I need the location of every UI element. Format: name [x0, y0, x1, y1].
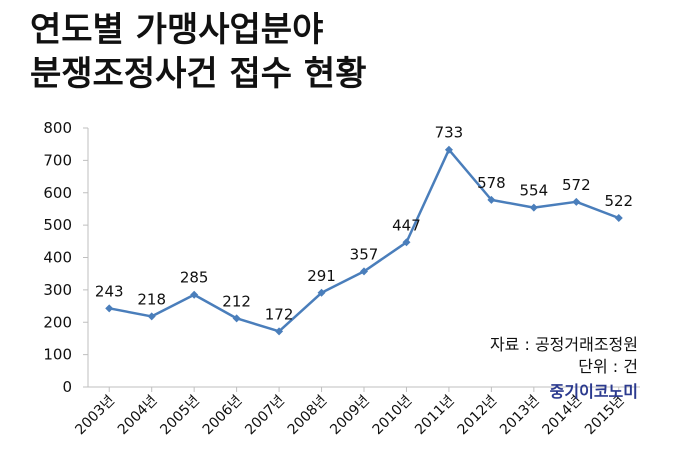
data-point-marker: [317, 288, 326, 297]
x-tick-label: 2013년: [497, 393, 543, 439]
data-label: 572: [562, 176, 591, 194]
chart-title-line1: 연도별 가맹사업분야: [30, 10, 324, 50]
y-tick-label: 200: [43, 313, 72, 331]
x-tick-label: 2011년: [412, 393, 458, 439]
chart-title: 연도별 가맹사업분야 분쟁조정사건 접수 현황: [30, 8, 366, 96]
series-line: [108, 148, 620, 333]
data-label: 733: [435, 124, 464, 142]
x-tick-label: 2009년: [327, 393, 373, 439]
source-note: 자료 : 공정거래조정원 단위 : 건: [490, 334, 638, 378]
y-tick-label: 500: [43, 216, 72, 234]
data-point-marker: [105, 304, 114, 313]
x-tick-label: 2005년: [157, 393, 203, 439]
data-label: 447: [392, 216, 421, 234]
data-label: 291: [307, 267, 336, 285]
data-point-marker: [444, 145, 453, 154]
x-tick-label: 2010년: [370, 393, 416, 439]
data-label: 243: [95, 282, 124, 300]
y-tick-label: 800: [43, 119, 72, 137]
source-text: 자료 : 공정거래조정원: [489, 335, 638, 354]
y-tick-label: 100: [43, 346, 72, 364]
publisher-logo: 중기이코노미: [549, 382, 638, 401]
data-point-marker: [614, 214, 623, 223]
data-label: 357: [350, 245, 379, 263]
unit-text: 단위 : 건: [578, 357, 638, 376]
data-label: 218: [137, 290, 166, 308]
data-point-marker: [275, 327, 284, 336]
x-tick-label: 2008년: [285, 393, 331, 439]
x-tick-label: 2003년: [72, 393, 118, 439]
data-point-marker: [572, 197, 581, 206]
data-label: 285: [180, 269, 209, 287]
data-point-marker: [190, 290, 199, 299]
y-tick-label: 700: [43, 151, 72, 169]
x-tick-label: 2012년: [455, 393, 501, 439]
y-tick-label: 0: [62, 378, 72, 396]
data-point-marker: [402, 238, 411, 247]
y-tick-label: 400: [43, 249, 72, 267]
data-label: 554: [520, 182, 549, 200]
data-point-marker: [147, 312, 156, 321]
x-tick-label: 2004년: [115, 393, 161, 439]
data-point-marker: [529, 203, 538, 212]
x-tick-label: 2006년: [200, 393, 246, 439]
data-label: 578: [477, 174, 506, 192]
data-point-marker: [232, 314, 241, 323]
x-tick-label: 2007년: [242, 393, 288, 439]
data-point-marker: [487, 195, 496, 204]
y-tick-label: 300: [43, 281, 72, 299]
data-point-marker: [360, 267, 368, 276]
data-label: 212: [222, 292, 251, 310]
data-label: 172: [265, 305, 294, 323]
chart-title-line2: 분쟁조정사건 접수 현황: [30, 54, 367, 94]
y-tick-label: 600: [43, 184, 72, 202]
data-label: 522: [604, 192, 633, 210]
